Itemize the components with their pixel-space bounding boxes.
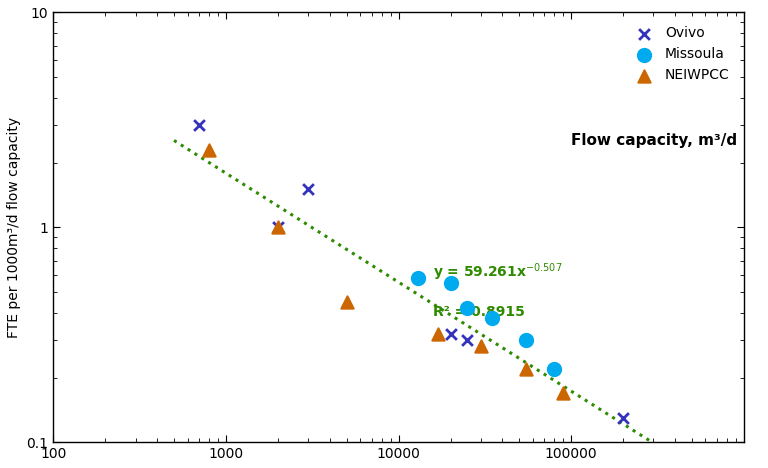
Text: R² = 0.8915: R² = 0.8915: [433, 305, 525, 319]
Ovivo: [302, 186, 314, 193]
Text: Flow capacity, m³/d: Flow capacity, m³/d: [571, 133, 737, 148]
Missoula: [412, 274, 425, 282]
Legend: Ovivo, Missoula, NEIWPCC: Ovivo, Missoula, NEIWPCC: [624, 19, 737, 89]
Missoula: [461, 305, 473, 312]
Y-axis label: FTE per 1000m³/d flow capacity: FTE per 1000m³/d flow capacity: [7, 117, 21, 338]
Ovivo: [461, 336, 473, 344]
Missoula: [486, 314, 498, 322]
NEIWPCC: [432, 330, 445, 337]
NEIWPCC: [340, 298, 353, 306]
NEIWPCC: [557, 389, 569, 396]
Ovivo: [445, 330, 457, 337]
Ovivo: [193, 121, 205, 129]
Text: y = 59.261x$^{-0.507}$: y = 59.261x$^{-0.507}$: [433, 262, 562, 283]
Missoula: [445, 279, 457, 287]
NEIWPCC: [272, 224, 284, 231]
Missoula: [520, 336, 532, 344]
NEIWPCC: [520, 365, 532, 373]
Ovivo: [617, 414, 629, 422]
Missoula: [548, 365, 561, 373]
NEIWPCC: [475, 343, 487, 350]
Ovivo: [272, 224, 284, 231]
NEIWPCC: [203, 146, 215, 154]
